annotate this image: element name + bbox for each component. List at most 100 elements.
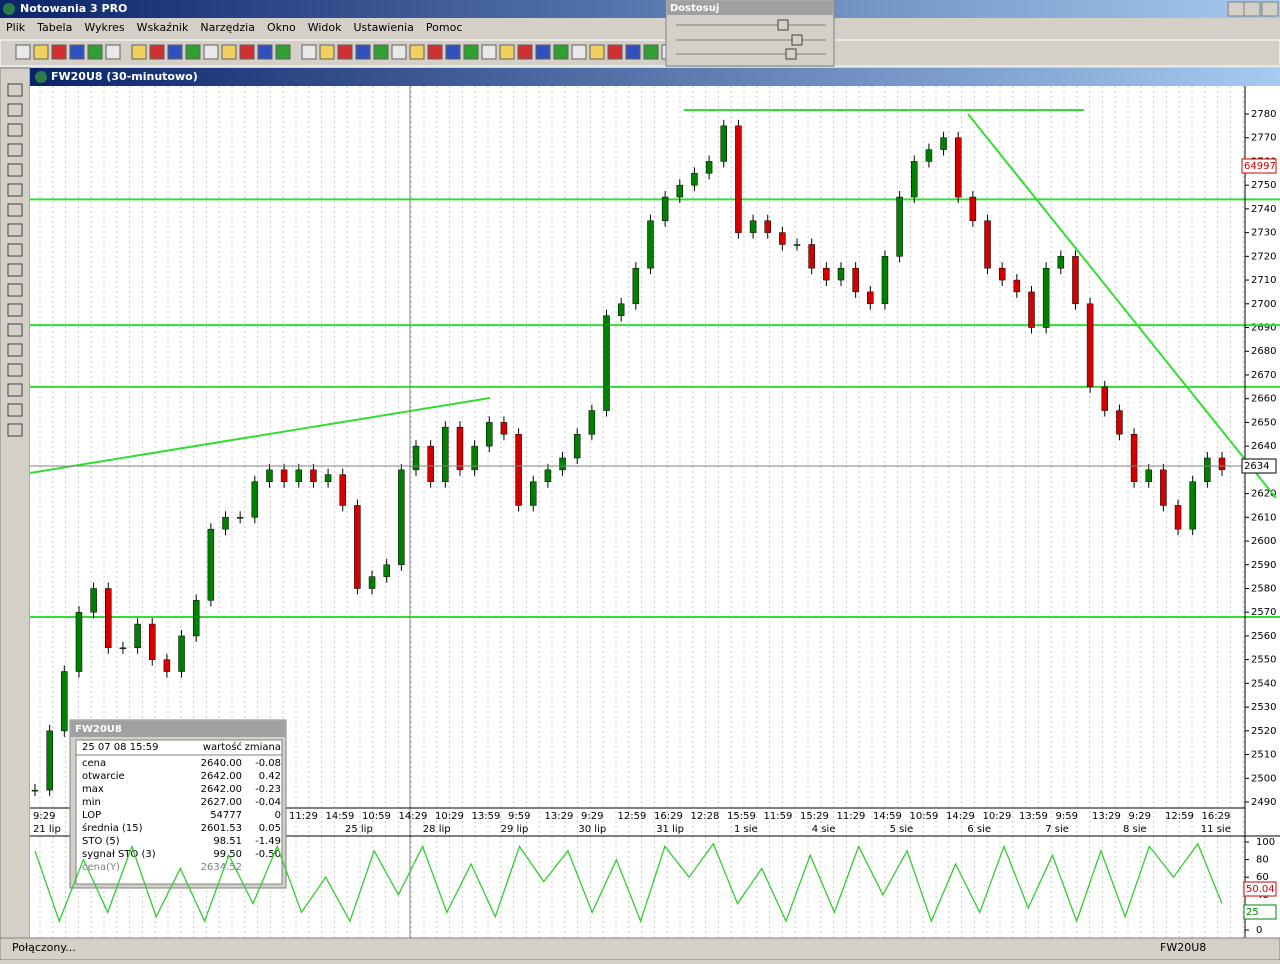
menu-item[interactable]: Ustawienia xyxy=(353,21,413,34)
tool-button[interactable] xyxy=(15,44,31,60)
tool-button[interactable] xyxy=(257,44,273,60)
draw-tool[interactable] xyxy=(7,223,23,237)
tool-button[interactable] xyxy=(553,44,569,60)
candle xyxy=(823,267,830,281)
info-table xyxy=(75,739,283,885)
tool-button[interactable] xyxy=(105,44,121,60)
slider[interactable] xyxy=(791,34,803,46)
candle xyxy=(500,422,508,435)
tool-button[interactable] xyxy=(445,44,461,60)
menu-item[interactable]: Wykres xyxy=(84,21,125,34)
candle xyxy=(647,220,654,269)
draw-tool[interactable] xyxy=(7,103,23,117)
tool-button[interactable] xyxy=(607,44,623,60)
tool-button[interactable] xyxy=(535,44,551,60)
menu-item[interactable]: Okno xyxy=(267,21,296,34)
draw-tool[interactable] xyxy=(7,343,23,357)
draw-tool[interactable] xyxy=(7,143,23,157)
menu-item[interactable]: Plik xyxy=(6,21,26,34)
tool-button[interactable] xyxy=(185,44,201,60)
minimize[interactable] xyxy=(1227,1,1245,17)
tool-button[interactable] xyxy=(571,44,587,60)
tool-button[interactable] xyxy=(643,44,659,60)
draw-tool[interactable] xyxy=(7,163,23,177)
candle xyxy=(588,410,596,435)
draw-tool[interactable] xyxy=(7,403,23,417)
y-tick-label: 2580 xyxy=(1251,583,1276,594)
draw-tool[interactable] xyxy=(7,323,23,337)
tool-button[interactable] xyxy=(463,44,479,60)
candle xyxy=(1013,279,1021,293)
sliders[interactable] xyxy=(676,19,826,60)
candle xyxy=(398,469,405,566)
tool-button[interactable] xyxy=(221,44,237,60)
candle xyxy=(529,481,537,506)
window-buttons[interactable] xyxy=(1227,1,1279,17)
candle xyxy=(559,457,566,471)
slider[interactable] xyxy=(777,19,789,31)
draw-tool[interactable] xyxy=(7,243,23,257)
draw-tool[interactable] xyxy=(7,283,23,297)
draw-tool[interactable] xyxy=(7,83,23,97)
date-label: 6 sie xyxy=(967,824,991,835)
draw-tool[interactable] xyxy=(7,303,23,317)
tool-button[interactable] xyxy=(203,44,219,60)
time-label: 10:59 xyxy=(362,811,391,822)
tool-button[interactable] xyxy=(33,44,49,60)
tool-button[interactable] xyxy=(301,44,317,60)
candle xyxy=(134,623,141,649)
menu-item[interactable]: Tabela xyxy=(36,21,72,34)
slider[interactable] xyxy=(785,48,797,60)
menu-item[interactable]: Wskaźnik xyxy=(137,21,189,34)
draw-tool[interactable] xyxy=(7,203,23,217)
tool-button[interactable] xyxy=(589,44,605,60)
date-label: 5 sie xyxy=(890,824,914,835)
candle xyxy=(1116,410,1123,435)
info-panel[interactable]: FW20U8 25 07 08 15:59 wartość zmiana cena 264… xyxy=(69,719,287,889)
drawing-tools[interactable] xyxy=(0,67,31,939)
tool-button[interactable] xyxy=(625,44,641,60)
menu-item[interactable]: Narzędzia xyxy=(200,21,255,34)
menu-item[interactable]: Pomoc xyxy=(426,21,462,34)
info-cell: 2634.52 xyxy=(201,862,242,873)
stoch-box-label: 50.04 xyxy=(1246,884,1275,895)
time-label: 14:59 xyxy=(873,811,902,822)
y-tick-label: 2500 xyxy=(1251,773,1276,784)
candle xyxy=(544,469,552,482)
tool-button[interactable] xyxy=(275,44,291,60)
time-label: 10:29 xyxy=(983,811,1012,822)
draw-tool[interactable] xyxy=(7,363,23,377)
tool-button[interactable] xyxy=(131,44,147,60)
tool-button[interactable] xyxy=(319,44,335,60)
tool-button[interactable] xyxy=(167,44,183,60)
time-label: 14:59 xyxy=(326,811,355,822)
draw-tool[interactable] xyxy=(7,423,23,437)
tool-button[interactable] xyxy=(239,44,255,60)
tool-button[interactable] xyxy=(355,44,371,60)
draw-tool[interactable] xyxy=(7,183,23,197)
tool-button[interactable] xyxy=(149,44,165,60)
menu-item[interactable]: Widok xyxy=(308,21,342,34)
tool-button[interactable] xyxy=(69,44,85,60)
tool-button[interactable] xyxy=(373,44,389,60)
draw-tool[interactable] xyxy=(7,123,23,137)
tool-button[interactable] xyxy=(517,44,533,60)
candle xyxy=(984,220,991,269)
y-tick-label: 2730 xyxy=(1251,228,1276,239)
candle xyxy=(251,481,259,518)
tool-button[interactable] xyxy=(391,44,407,60)
candle xyxy=(1086,303,1094,388)
tool-button[interactable] xyxy=(481,44,497,60)
info-cell: 2601.53 xyxy=(201,823,242,834)
draw-tool[interactable] xyxy=(7,263,23,277)
maximize[interactable] xyxy=(1243,1,1261,17)
tool-button[interactable] xyxy=(499,44,515,60)
tool-button[interactable] xyxy=(427,44,443,60)
draw-tool[interactable] xyxy=(7,383,23,397)
tool-button[interactable] xyxy=(87,44,103,60)
tool-button[interactable] xyxy=(337,44,353,60)
toolbar-icons[interactable] xyxy=(15,44,677,60)
close[interactable] xyxy=(1261,1,1279,17)
tool-button[interactable] xyxy=(409,44,425,60)
tool-button[interactable] xyxy=(51,44,67,60)
